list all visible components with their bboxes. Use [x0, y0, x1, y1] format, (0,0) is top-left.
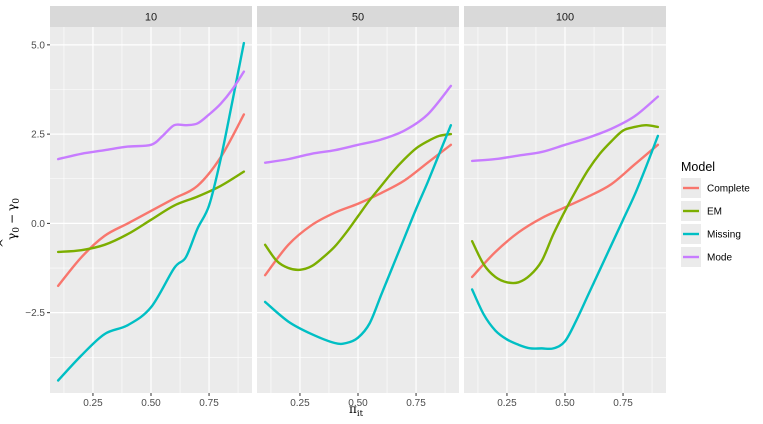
series-line-complete: [263, 143, 453, 277]
y-axis-title-true-sub: 0: [12, 198, 22, 204]
legend-label: Mode: [707, 253, 732, 264]
panel-strip: [257, 6, 459, 27]
panel-100: 100 0.25 0.50 0.75: [464, 6, 666, 409]
legend: Model Complete EM Missing Mode: [681, 160, 750, 267]
x-tick-label: 0.75: [406, 398, 426, 409]
series-line-complete: [56, 113, 246, 288]
y-axis-title: γ0−γ0 ^: [0, 198, 22, 248]
x-tick-label: 0.50: [348, 398, 368, 409]
y-tick-label: 5.0: [31, 40, 45, 51]
x-tick-label: 0.25: [290, 398, 310, 409]
panels: 10 0.25 0.50 0.75 −2.5 0.0 2.5 5.0 50 0.25 0.50 0.7…: [25, 6, 666, 409]
y-axis-title-gamma-hat: γ: [5, 233, 19, 240]
legend-label: Missing: [707, 230, 741, 241]
legend-label: Complete: [707, 184, 750, 195]
panel-strip-label: 50: [352, 12, 364, 24]
legend-label: EM: [707, 207, 722, 218]
legend-title: Model: [681, 160, 715, 174]
panel-strip: [50, 6, 252, 27]
x-axis-title-sub: it: [357, 409, 364, 419]
y-axis-title-hat: ^: [0, 238, 11, 248]
legend-item-missing: Missing: [681, 224, 741, 244]
x-tick-label: 0.50: [555, 398, 575, 409]
legend-item-complete: Complete: [681, 178, 750, 198]
x-tick-label: 0.75: [613, 398, 633, 409]
svg-text:γ0−γ0: γ0−γ0: [5, 198, 22, 240]
legend-items: Complete EM Missing Mode: [681, 178, 750, 267]
x-tick-label: 0.25: [83, 398, 103, 409]
series-line-complete: [470, 143, 660, 279]
y-tick-label: −2.5: [25, 308, 45, 319]
series-line-missing: [470, 134, 660, 351]
x-tick-label: 0.75: [199, 398, 219, 409]
series-line-mode: [56, 70, 246, 161]
panel-10: 10 0.25 0.50 0.75 −2.5 0.0 2.5 5.0: [25, 6, 252, 409]
panel-strip: [464, 6, 666, 27]
series-line-em: [263, 132, 453, 272]
x-tick-label: 0.50: [141, 398, 161, 409]
panel-strip-label: 100: [556, 12, 574, 24]
y-tick-label: 2.5: [31, 130, 45, 141]
series-line-mode: [470, 95, 660, 163]
y-axis-title-minus: −: [5, 214, 19, 224]
x-axis-title-pi: π: [349, 402, 357, 416]
series-line-em: [470, 124, 660, 285]
y-axis-title-gamma: γ: [5, 204, 19, 211]
series-line-mode: [263, 84, 453, 164]
x-axis-title: πit: [349, 402, 364, 419]
legend-item-em: EM: [681, 201, 722, 221]
legend-item-mode: Mode: [681, 247, 732, 267]
x-tick-label: 0.25: [497, 398, 517, 409]
series-line-missing: [56, 41, 246, 382]
y-tick-label: 0.0: [31, 219, 45, 230]
panel-strip-label: 10: [145, 12, 157, 24]
y-axis-title-sub: 0: [12, 227, 22, 233]
series-line-missing: [263, 124, 453, 346]
panel-50: 50 0.25 0.50 0.75: [257, 6, 459, 409]
